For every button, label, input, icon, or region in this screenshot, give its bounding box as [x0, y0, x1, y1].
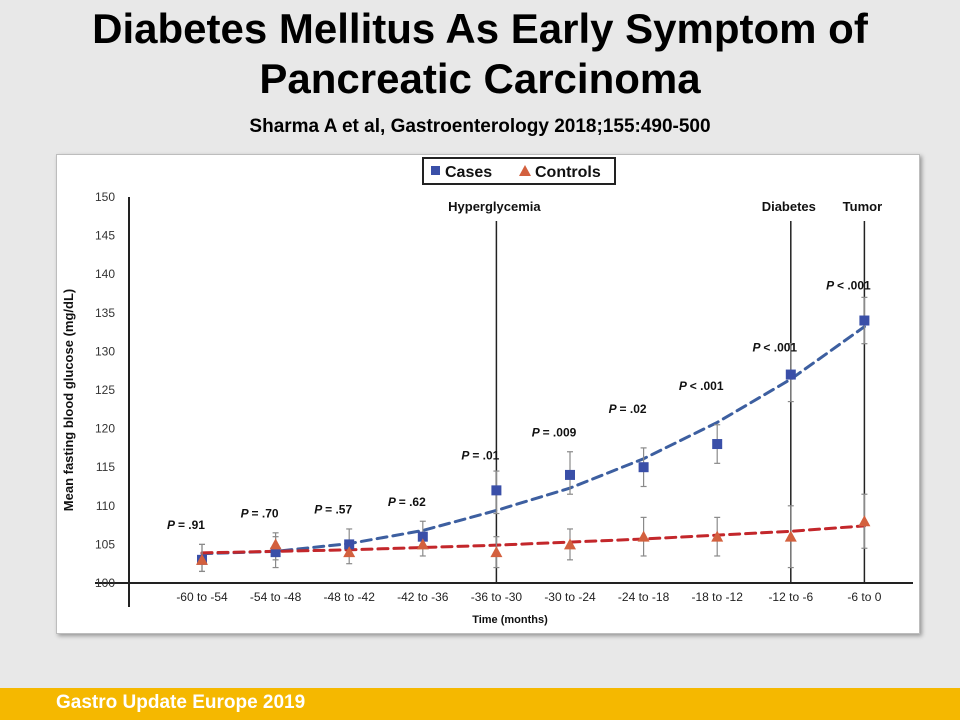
- citation: Sharma A et al, Gastroenterology 2018;15…: [249, 116, 711, 137]
- p-value-label: P = .02: [609, 402, 647, 416]
- y-tick-label: 100: [95, 576, 115, 590]
- event-label: Tumor: [843, 199, 882, 214]
- controls-point: [637, 530, 650, 542]
- controls-point: [196, 553, 208, 565]
- cases-point: [785, 369, 796, 380]
- cases-point: [638, 462, 649, 473]
- controls-point: [490, 546, 503, 558]
- y-tick-label: 115: [96, 460, 115, 474]
- x-axis-label: Time (months): [472, 614, 548, 626]
- x-tick-label: -6 to 0: [847, 590, 881, 604]
- controls-point: [269, 538, 282, 550]
- p-value-label: P < .001: [826, 279, 871, 293]
- x-tick-label: -36 to -30: [471, 590, 523, 604]
- controls-point: [343, 546, 356, 558]
- legend-controls-marker: [519, 165, 531, 176]
- controls-point: [784, 530, 797, 542]
- legend-controls-label: Controls: [535, 164, 601, 181]
- event-label: Diabetes: [762, 199, 816, 214]
- y-tick-label: 150: [95, 190, 115, 204]
- p-value-label: P = .70: [241, 506, 279, 520]
- cases-point: [270, 547, 281, 558]
- controls-point: [858, 515, 871, 527]
- chart-panel: 100 105 110 115 120 125 130 135 140 145 150 Mean fa…: [56, 154, 920, 634]
- event-label: Hyperglycemia: [448, 199, 541, 214]
- cases-point: [491, 485, 502, 496]
- p-value-label: P = .62: [388, 495, 426, 509]
- cases-point: [565, 469, 575, 480]
- legend-cases-label: Cases: [445, 164, 492, 181]
- x-tick-label: -30 to -24: [544, 590, 596, 604]
- p-value-label: P < .001: [752, 340, 797, 354]
- y-axis-label: Mean fasting blood glucose (mg/dL): [61, 289, 76, 511]
- trend-line-cases: [200, 325, 866, 556]
- slide-title-line-2: Pancreatic Carcinoma: [259, 55, 701, 102]
- cases-point: [344, 539, 355, 550]
- legend-cases-marker: [431, 166, 440, 175]
- p-value-label: P = .01: [461, 448, 499, 462]
- y-tick-label: 135: [95, 306, 115, 320]
- controls-point: [711, 530, 724, 542]
- x-tick-label: -60 to -54: [176, 590, 228, 604]
- p-value-label: P = .009: [532, 425, 577, 439]
- x-tick-label: -24 to -18: [618, 590, 670, 604]
- legend-box: [422, 157, 616, 185]
- slide-title: Diabetes Mellitus As Early Symptom of Pa…: [0, 4, 960, 104]
- p-value-label: P = .91: [167, 518, 205, 532]
- controls-point: [416, 538, 429, 550]
- x-tick-label: -54 to -48: [250, 590, 302, 604]
- x-tick-label: -18 to -12: [692, 590, 744, 604]
- glucose-chart: 100 105 110 115 120 125 130 135 140 145 150 Mean fa…: [61, 157, 913, 626]
- p-value-label: P = .57: [314, 503, 352, 517]
- p-value-label: P < .001: [679, 379, 724, 393]
- y-tick-label: 145: [95, 229, 115, 243]
- slide-title-line-1: Diabetes Mellitus As Early Symptom of: [92, 5, 868, 52]
- y-tick-label: 130: [95, 344, 115, 358]
- controls-point: [564, 538, 576, 550]
- cases-point: [417, 531, 428, 542]
- y-tick-label: 140: [95, 267, 115, 281]
- cases-point: [859, 315, 870, 326]
- y-tick-label: 105: [95, 537, 115, 551]
- x-tick-label: -12 to -6: [768, 590, 813, 604]
- trend-line-controls: [200, 524, 866, 555]
- footer-text: Gastro Update Europe 2019: [56, 692, 306, 713]
- x-tick-label: -42 to -36: [397, 590, 449, 604]
- y-tick-label: 125: [95, 383, 115, 397]
- y-tick-label: 110: [96, 499, 115, 513]
- footer-bar: Gastro Update Europe 2019: [0, 688, 960, 720]
- y-tick-label: 120: [95, 422, 115, 436]
- x-tick-label: -48 to -42: [324, 590, 376, 604]
- cases-point: [712, 439, 723, 450]
